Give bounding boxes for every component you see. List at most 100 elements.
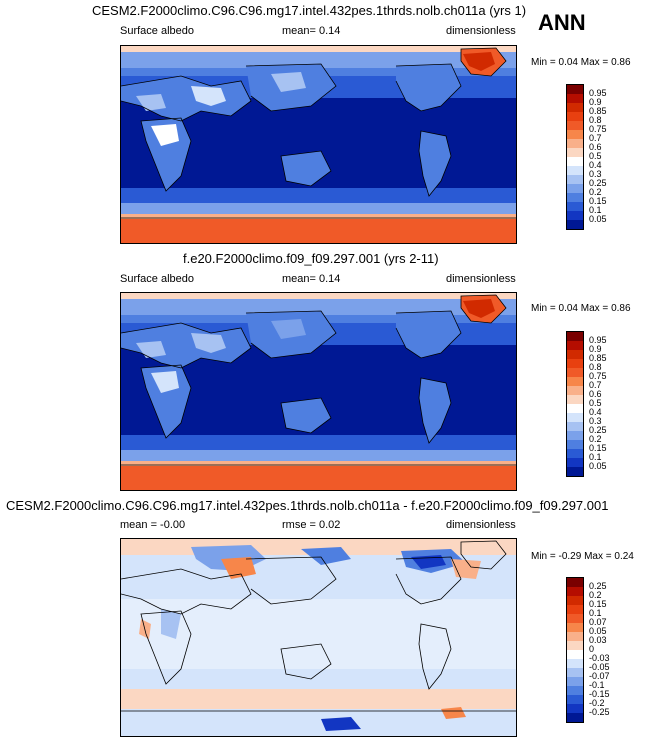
panel-3-colorbar-swatch xyxy=(567,587,583,596)
panel-2-colorbar-swatch xyxy=(567,440,583,449)
panel-1-colorbar-swatch xyxy=(567,157,583,166)
panel-3-colorbar-swatch xyxy=(567,605,583,614)
panel-3-rmse: rmse = 0.02 xyxy=(282,519,341,531)
panel-1-title: CESM2.F2000climo.C96.C96.mg17.intel.432p… xyxy=(92,3,527,18)
panel-1-colorbar-swatch xyxy=(567,94,583,103)
panel-3-colorbar-label: 0.15 xyxy=(589,599,607,609)
panel-3-colorbar-label: -0.1 xyxy=(589,680,605,690)
panel-1-colorbar-swatch xyxy=(567,85,583,94)
panel-1-colorbar-label: 0.2 xyxy=(589,187,602,197)
panel-1-min-label: Min = xyxy=(531,57,559,68)
panel-3-colorbar-label: 0.1 xyxy=(589,608,602,618)
panel-1-colorbar-swatch xyxy=(567,175,583,184)
panel-2-colorbar-swatch xyxy=(567,404,583,413)
panel-2-variable: Surface albedo xyxy=(120,273,194,285)
panel-2-colorbar-label: 0.3 xyxy=(589,416,602,426)
panel-2-colorbar-label: 0.9 xyxy=(589,344,602,354)
panel-1-colorbar-label: 0.95 xyxy=(589,88,607,98)
panel-2-colorbar-swatch xyxy=(567,368,583,377)
panel-1-colorbar-swatch xyxy=(567,103,583,112)
panel-1-colorbar-swatch xyxy=(567,112,583,121)
panel-2-colorbar-label: 0.85 xyxy=(589,353,607,363)
panel-3-colorbar-swatch xyxy=(567,578,583,587)
panel-1-colorbar-label: 0.75 xyxy=(589,124,607,134)
panel-1-colorbar xyxy=(566,84,584,230)
panel-1-colorbar-label: 0.7 xyxy=(589,133,602,143)
panel-2-colorbar-swatch xyxy=(567,458,583,467)
panel-3-colorbar-label: 0.03 xyxy=(589,635,607,645)
panel-2-colorbar-label: 0.1 xyxy=(589,452,602,462)
panel-3-colorbar-label: 0.25 xyxy=(589,581,607,591)
panel-3-colorbar-swatch xyxy=(567,614,583,623)
panel-1-colorbar-label: 0.85 xyxy=(589,106,607,116)
panel-1-colorbar-label: 0.05 xyxy=(589,214,607,224)
panel-1-max: 0.86 xyxy=(611,57,631,68)
panel-3-colorbar-swatch xyxy=(567,668,583,677)
panel-1-colorbar-label: 0.1 xyxy=(589,205,602,215)
panel-3-mean: mean = -0.00 xyxy=(120,519,186,531)
panel-1-colorbar-swatch xyxy=(567,166,583,175)
panel-1-variable: Surface albedo xyxy=(120,25,194,37)
panel-1-colorbar-swatch xyxy=(567,121,583,130)
panel-1-minmax: Min = 0.04 Max = 0.86 xyxy=(531,57,631,68)
panel-2-colorbar-label: 0.2 xyxy=(589,434,602,444)
panel-1-mean: mean= 0.14 xyxy=(282,25,341,37)
panel-2-colorbar-label: 0.5 xyxy=(589,398,602,408)
panel-1-colorbar-label: 0.4 xyxy=(589,160,602,170)
panel-3-map xyxy=(120,538,517,737)
panel-2-colorbar-swatch xyxy=(567,422,583,431)
panel-2-max: 0.86 xyxy=(611,303,631,314)
panel-3-units: dimensionless xyxy=(446,519,516,531)
panel-3-max: 0.24 xyxy=(614,551,634,562)
panel-1-colorbar-swatch xyxy=(567,184,583,193)
panel-2-colorbar-label: 0.05 xyxy=(589,461,607,471)
panel-2-colorbar-label: 0.4 xyxy=(589,407,602,417)
panel-3-max-label: Max = xyxy=(584,551,615,562)
panel-1-colorbar-swatch xyxy=(567,139,583,148)
panel-1-colorbar-swatch xyxy=(567,130,583,139)
panel-2-colorbar xyxy=(566,331,584,477)
panel-3-colorbar-swatch xyxy=(567,713,583,722)
panel-3-colorbar-swatch xyxy=(567,650,583,659)
panel-1-colorbar-label: 0.25 xyxy=(589,178,607,188)
panel-1-colorbar-label: 0.6 xyxy=(589,142,602,152)
panel-1-colorbar-label: 0.9 xyxy=(589,97,602,107)
panel-3-min: -0.29 xyxy=(558,551,582,562)
panel-1-colorbar-swatch xyxy=(567,193,583,202)
panel-2-colorbar-label: 0.8 xyxy=(589,362,602,372)
panel-1-colorbar-label: 0.5 xyxy=(589,151,602,161)
panel-3-title: CESM2.F2000climo.C96.C96.mg17.intel.432p… xyxy=(6,498,609,513)
panel-2-units: dimensionless xyxy=(446,273,516,285)
panel-2-min: 0.04 xyxy=(558,303,578,314)
panel-2-colorbar-label: 0.7 xyxy=(589,380,602,390)
panel-1-colorbar-swatch xyxy=(567,211,583,220)
panel-2-colorbar-swatch xyxy=(567,449,583,458)
panel-3-colorbar-swatch xyxy=(567,677,583,686)
panel-3-min-label: Min = xyxy=(531,551,559,562)
panel-3-colorbar-swatch xyxy=(567,596,583,605)
panel-3-colorbar-label: 0.07 xyxy=(589,617,607,627)
panel-2-minmax: Min = 0.04 Max = 0.86 xyxy=(531,303,631,314)
panel-1-colorbar-swatch xyxy=(567,202,583,211)
panel-2-colorbar-label: 0.15 xyxy=(589,443,607,453)
panel-3-colorbar xyxy=(566,577,584,723)
panel-3-colorbar-label: -0.03 xyxy=(589,653,610,663)
panel-2-colorbar-label: 0.25 xyxy=(589,425,607,435)
panel-3-colorbar-swatch xyxy=(567,659,583,668)
panel-2-colorbar-label: 0.6 xyxy=(589,389,602,399)
panel-2-min-label: Min = xyxy=(531,303,559,314)
panel-2-max-label: Max = xyxy=(580,303,612,314)
panel-3-colorbar-label: -0.05 xyxy=(589,662,610,672)
panel-3-colorbar-swatch xyxy=(567,695,583,704)
panel-1-colorbar-swatch xyxy=(567,220,583,229)
panel-3-minmax: Min = -0.29 Max = 0.24 xyxy=(531,551,634,562)
panel-2-colorbar-swatch xyxy=(567,350,583,359)
panel-2-colorbar-swatch xyxy=(567,467,583,476)
panel-2-colorbar-swatch xyxy=(567,395,583,404)
panel-3-colorbar-label: -0.15 xyxy=(589,689,610,699)
panel-3-colorbar-label: -0.07 xyxy=(589,671,610,681)
panel-3-colorbar-label: -0.2 xyxy=(589,698,605,708)
panel-1-max-label: Max = xyxy=(580,57,612,68)
panel-3-colorbar-swatch xyxy=(567,632,583,641)
panel-2-colorbar-swatch xyxy=(567,332,583,341)
